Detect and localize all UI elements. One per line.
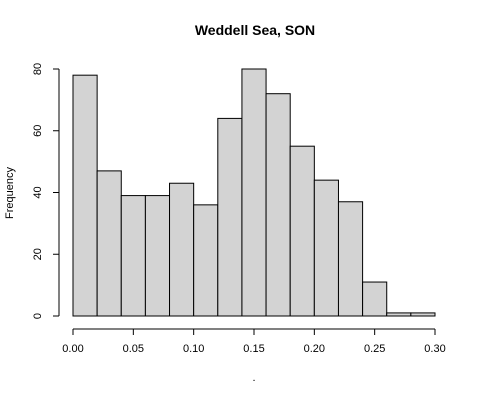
histogram-bar-3 bbox=[144, 195, 171, 317]
bars-group bbox=[72, 68, 436, 317]
histogram-bar-1 bbox=[96, 170, 122, 317]
y-tick-label-1: 20 bbox=[32, 248, 44, 260]
histogram-bar-14 bbox=[410, 312, 436, 317]
x-axis: 0.00 0.05 0.10 0.15 0.20 0.25 0.30 bbox=[62, 328, 446, 355]
y-axis: 0 20 40 60 80 bbox=[32, 63, 60, 319]
x-axis-label: . bbox=[252, 372, 255, 384]
y-tick-label-0: 0 bbox=[32, 313, 44, 319]
x-tick-label-4: 0.20 bbox=[304, 343, 325, 355]
histogram-bar-4 bbox=[169, 182, 195, 317]
x-tick-label-1: 0.05 bbox=[123, 343, 144, 355]
histogram-bar-5 bbox=[193, 204, 219, 317]
x-tick-label-5: 0.25 bbox=[364, 343, 385, 355]
y-tick-label-2: 40 bbox=[32, 186, 44, 198]
x-tick-label-3: 0.15 bbox=[243, 343, 264, 355]
y-tick-label-3: 60 bbox=[32, 125, 44, 137]
x-tick-label-0: 0.00 bbox=[62, 343, 83, 355]
histogram-bar-9 bbox=[289, 145, 315, 317]
histogram-bar-2 bbox=[120, 195, 146, 317]
chart-title: Weddell Sea, SON bbox=[195, 22, 315, 38]
x-tick-label-2: 0.10 bbox=[183, 343, 204, 355]
histogram-bar-8 bbox=[265, 93, 291, 317]
histogram-bar-7 bbox=[241, 68, 267, 317]
histogram-bar-10 bbox=[313, 179, 339, 317]
y-axis-label: Frequency bbox=[4, 167, 16, 219]
histogram-bar-0 bbox=[72, 74, 98, 317]
y-tick-label-4: 80 bbox=[32, 63, 44, 75]
histogram-bar-6 bbox=[217, 117, 243, 317]
x-tick-label-6: 0.30 bbox=[424, 343, 445, 355]
histogram-bar-13 bbox=[386, 312, 412, 317]
histogram-bar-12 bbox=[362, 281, 388, 317]
histogram-bar-11 bbox=[337, 201, 364, 317]
